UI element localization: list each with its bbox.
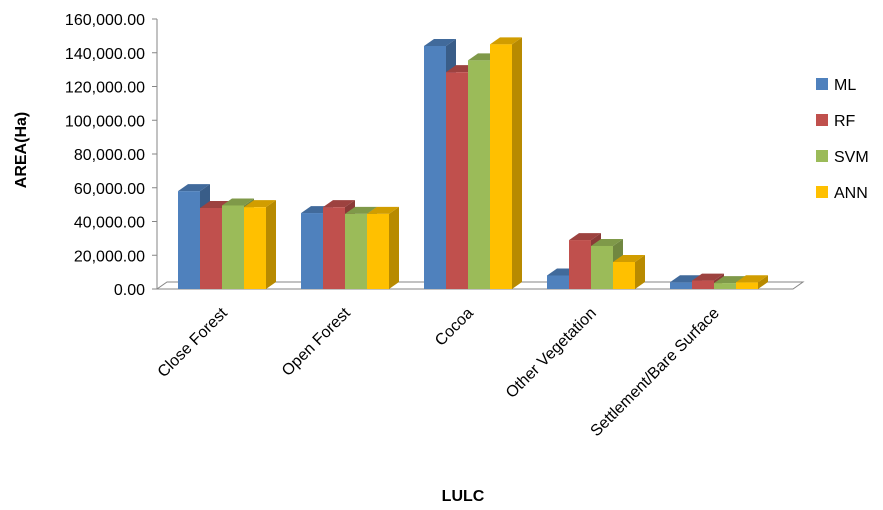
legend-swatch [816, 150, 828, 162]
bar-top [613, 255, 645, 262]
bar-front [345, 213, 367, 289]
bar-front [222, 205, 244, 289]
bar-front [424, 46, 446, 289]
x-tick-label: Close Forest [155, 304, 232, 381]
bar-top [345, 206, 377, 214]
bar-front [692, 280, 714, 289]
bar-front [591, 245, 613, 289]
y-tick-label: 80,000.00 [74, 147, 145, 164]
y-tick-label: 120,000.00 [65, 80, 145, 97]
bar-front [178, 191, 200, 289]
plot-area [178, 37, 768, 289]
legend-item: RF [816, 113, 856, 130]
y-tick-label: 160,000.00 [65, 12, 145, 29]
bar-ann [244, 200, 276, 289]
bar-front [736, 282, 758, 289]
bar-top [178, 184, 210, 192]
x-tick-label: Settlement/Bare Surface [588, 305, 723, 440]
bar-top [692, 273, 724, 281]
bar-side [512, 37, 522, 289]
bar-top [323, 200, 355, 208]
y-tick-label: 100,000.00 [65, 113, 145, 130]
legend-item: ML [816, 77, 856, 94]
y-axis [152, 18, 158, 290]
bar-ann [613, 255, 645, 289]
bar-front [446, 72, 468, 289]
bar-front [244, 207, 266, 289]
bar-front [367, 213, 389, 289]
bar-side [266, 200, 276, 289]
bar-side [389, 206, 399, 289]
legend-label: RF [834, 113, 856, 130]
x-tick-label: Open Forest [279, 304, 354, 379]
legend-swatch [816, 78, 828, 90]
bar-ann [736, 275, 768, 289]
bar-front [323, 207, 345, 289]
x-tick-label: Cocoa [432, 305, 477, 350]
y-tick-label: 60,000.00 [74, 181, 145, 198]
bar-front [569, 240, 591, 289]
y-tick-label: 20,000.00 [74, 248, 145, 265]
bar-top [569, 233, 601, 241]
bar-side [635, 255, 645, 289]
x-category-labels: Close Forest Open Forest Cocoa Other Vegeta… [155, 304, 723, 440]
bar-front [547, 275, 569, 289]
bar-front [714, 283, 736, 289]
y-tick-label: 40,000.00 [74, 215, 145, 232]
bar-top [222, 198, 254, 206]
y-tick-labels: 0.00 20,000.00 40,000.00 60,000.00 80,000.00… [65, 12, 145, 299]
bar-ann [490, 37, 522, 289]
bar-ann [367, 206, 399, 289]
bar-front [301, 213, 323, 289]
y-tick-label: 140,000.00 [65, 46, 145, 63]
bar-top [591, 238, 623, 246]
bar-front [490, 44, 512, 289]
legend-label: SVM [834, 149, 869, 166]
legend-item: SVM [816, 149, 869, 166]
legend: ML RF SVM ANN [816, 77, 869, 202]
y-axis-title: AREA(Ha) [13, 112, 30, 188]
bar-front [613, 262, 635, 289]
bar-front [670, 282, 692, 289]
bar-front [200, 208, 222, 289]
x-axis-title: LULC [442, 488, 485, 505]
legend-label: ML [834, 77, 856, 94]
bar-top [244, 200, 276, 208]
bar-side [758, 275, 768, 289]
x-tick-label: Other Vegetation [503, 305, 600, 402]
bar-top [424, 39, 456, 46]
legend-swatch [816, 114, 828, 126]
legend-item: ANN [816, 185, 868, 202]
bar-front [468, 60, 490, 289]
bar-top [367, 206, 399, 214]
legend-label: ANN [834, 185, 868, 202]
y-tick-label: 0.00 [114, 282, 145, 299]
bar-top [736, 275, 768, 283]
legend-swatch [816, 186, 828, 198]
bar-top [490, 37, 522, 45]
